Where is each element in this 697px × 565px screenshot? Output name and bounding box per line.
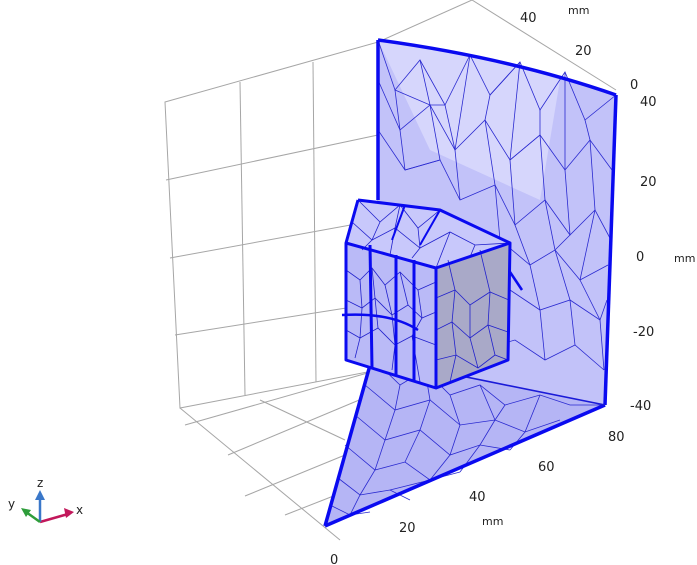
mesh-block (341, 198, 524, 390)
z-tick-neg20: -20 (633, 325, 654, 340)
x-tick-0: 0 (330, 553, 338, 565)
triad-z-label: z (37, 476, 43, 490)
y-tick-20: 20 (575, 44, 592, 59)
block-front-face (436, 243, 510, 388)
y-tick-0: 0 (630, 78, 638, 93)
panel-mesh (329, 39, 617, 516)
triad-y-label: y (8, 497, 15, 511)
z-tick-neg40: -40 (630, 399, 651, 414)
y-axis-ticks: 40 20 0 mm (520, 4, 638, 93)
x-tick-60: 60 (538, 460, 555, 475)
x-axis-unit: mm (482, 515, 503, 528)
block-top-face (346, 200, 510, 268)
triad-x-label: x (76, 503, 83, 517)
z-tick-40: 40 (640, 95, 657, 110)
z-tick-0: 0 (636, 250, 644, 265)
panel-boundary (323, 38, 618, 528)
x-axis-ticks: 80 60 40 20 0 mm (330, 430, 625, 565)
axis-triad: x y z (8, 476, 83, 524)
z-tick-20: 20 (640, 175, 657, 190)
z-axis-ticks: 40 20 0 -20 -40 mm (630, 95, 695, 414)
floor-panel-face (325, 358, 605, 526)
x-tick-20: 20 (399, 521, 416, 536)
x-tick-40: 40 (469, 490, 486, 505)
floor-panel (325, 358, 605, 526)
grid-walls (164, 0, 617, 541)
y-tick-40: 40 (520, 11, 537, 26)
y-axis-unit: mm (568, 4, 589, 17)
z-axis-unit: mm (674, 252, 695, 265)
x-tick-80: 80 (608, 430, 625, 445)
